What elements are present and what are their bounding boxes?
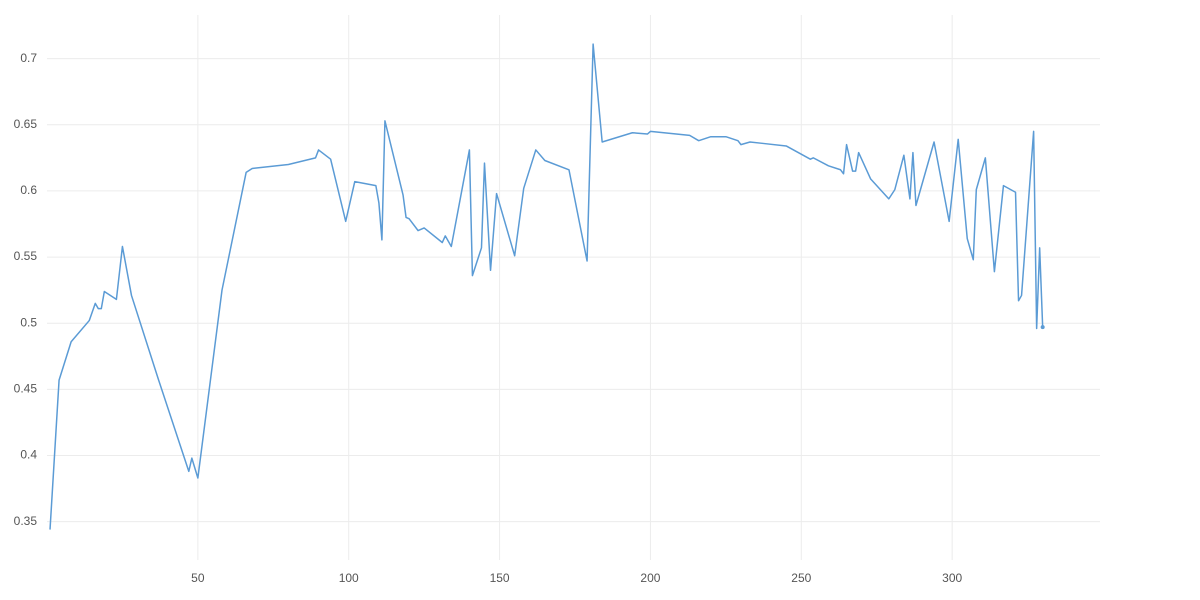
x-tick-label: 100: [339, 571, 359, 585]
y-tick-label: 0.4: [20, 448, 37, 462]
x-tick-label: 250: [791, 571, 811, 585]
y-tick-label: 0.35: [14, 514, 38, 528]
y-tick-label: 0.6: [20, 183, 37, 197]
x-tick-label: 200: [640, 571, 660, 585]
y-tick-label: 0.55: [14, 249, 38, 263]
x-tick-label: 50: [191, 571, 205, 585]
line-series: [49, 43, 1044, 530]
y-tick-label: 0.7: [20, 51, 37, 65]
x-tick-label: 150: [490, 571, 510, 585]
y-tick-label: 0.5: [20, 315, 37, 329]
end-point: [1040, 325, 1045, 330]
y-tick-label: 0.45: [14, 382, 38, 396]
x-tick-label: 300: [942, 571, 962, 585]
y-tick-label: 0.65: [14, 117, 38, 131]
